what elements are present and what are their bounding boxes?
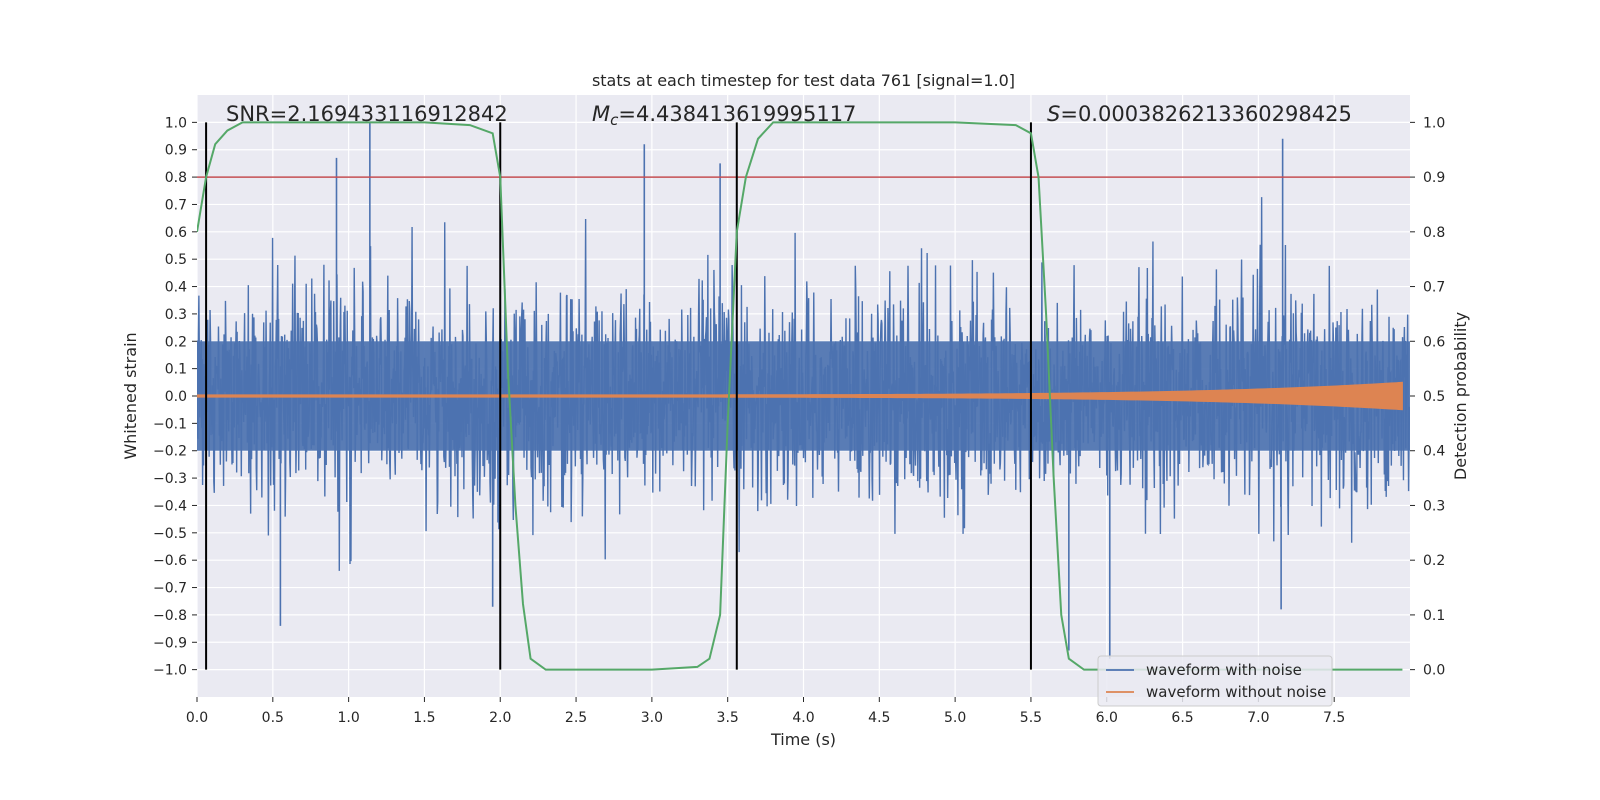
x-tick-label-0: 0.0 (186, 710, 208, 726)
annotation-chirp-mass-subscript: c (610, 111, 619, 129)
y-tick-label-5: −0.5 (153, 526, 187, 542)
x-tick-label-9: 4.5 (868, 710, 890, 726)
y-tick-label-14: 0.4 (165, 280, 187, 296)
annotation-s: S=0.0003826213360298425 (1047, 102, 1352, 126)
vertical-markers (205, 122, 1032, 670)
y-tick-label-16: 0.6 (165, 225, 187, 241)
x-tick-label-13: 6.5 (1171, 710, 1193, 726)
x-axis-label: Time (s) (770, 730, 836, 749)
y2-tick-label-3: 0.3 (1423, 498, 1445, 514)
x-tick-label-14: 7.0 (1247, 710, 1269, 726)
y-tick-label-20: 1.0 (165, 115, 187, 131)
y-tick-label-10: 0.0 (165, 389, 187, 405)
annotation-snr: SNR=2.169433116912842 (226, 102, 508, 126)
legend: waveform with noise waveform without noi… (1097, 655, 1333, 707)
x-tick-label-3: 1.5 (413, 710, 435, 726)
annotation-s-value: =0.0003826213360298425 (1060, 102, 1352, 126)
x-tick-label-2: 1.0 (337, 710, 359, 726)
y-tick-label-13: 0.3 (165, 307, 187, 323)
chart-title: stats at each timestep for test data 761… (592, 71, 1015, 90)
series-detection-probability (197, 121, 1403, 671)
y-tick-label-19: 0.9 (165, 143, 187, 159)
y2-tick-label-5: 0.5 (1423, 389, 1445, 405)
x-tick-label-12: 6.0 (1096, 710, 1118, 726)
y2-axis-label: Detection probability (1451, 312, 1470, 480)
x-tick-label-10: 5.0 (944, 710, 966, 726)
y-tick-label-0: −1.0 (153, 663, 187, 679)
y2-tick-label-7: 0.7 (1423, 280, 1445, 296)
clean-waveform-envelope (197, 381, 1403, 411)
x-tick-label-1: 0.5 (262, 710, 284, 726)
legend-box (1097, 655, 1333, 707)
y-tick-label-12: 0.2 (165, 334, 187, 350)
annotation-s-symbol: S (1047, 102, 1060, 126)
y-tick-label-7: −0.3 (153, 471, 187, 487)
legend-label-waveform-without-noise: waveform without noise (1146, 683, 1326, 701)
x-tick-label-4: 2.0 (489, 710, 511, 726)
x-tick-label-11: 5.5 (1020, 710, 1042, 726)
y2-tick-label-4: 0.4 (1423, 444, 1445, 460)
y2-tick-label-2: 0.2 (1423, 553, 1445, 569)
y-tick-label-15: 0.5 (165, 252, 187, 268)
series-waveform-without-noise (197, 381, 1403, 411)
legend-label-waveform-with-noise: waveform with noise (1146, 661, 1302, 679)
y2-tick-label-6: 0.6 (1423, 334, 1445, 350)
x-tick-label-7: 3.5 (717, 710, 739, 726)
y-tick-label-11: 0.1 (165, 362, 187, 378)
y-tick-label-9: −0.1 (153, 416, 187, 432)
y-tick-label-4: −0.6 (153, 553, 187, 569)
y2-tick-label-10: 1.0 (1423, 115, 1445, 131)
x-tick-label-6: 3.0 (641, 710, 663, 726)
y-axis-label: Whitened strain (121, 332, 140, 459)
axis-ticks: 0.0 0.5 1.0 1.5 2.0 2.5 3.0 3.5 4.0 4.5 5.0 5.5 6.0 6… (153, 115, 1445, 726)
detection-probability-line (197, 121, 1403, 671)
annotation-chirp-mass: Mc=4.438413619995117 (592, 102, 856, 129)
y-tick-label-3: −0.7 (153, 581, 187, 597)
y2-tick-label-1: 0.1 (1423, 608, 1445, 624)
x-tick-label-5: 2.5 (565, 710, 587, 726)
y-tick-label-2: −0.8 (153, 608, 187, 624)
y-tick-label-18: 0.8 (165, 170, 187, 186)
y-tick-label-6: −0.4 (153, 498, 187, 514)
y2-tick-label-0: 0.0 (1423, 663, 1445, 679)
y2-tick-label-9: 0.9 (1423, 170, 1445, 186)
y-tick-label-17: 0.7 (165, 197, 187, 213)
x-tick-label-15: 7.5 (1323, 710, 1345, 726)
annotation-chirp-mass-value: =4.438413619995117 (618, 102, 856, 126)
x-tick-label-8: 4.0 (792, 710, 814, 726)
y2-tick-label-8: 0.8 (1423, 225, 1445, 241)
annotation-chirp-mass-symbol: M (592, 102, 610, 126)
y-tick-label-1: −0.9 (153, 635, 187, 651)
y-tick-label-8: −0.2 (153, 444, 187, 460)
